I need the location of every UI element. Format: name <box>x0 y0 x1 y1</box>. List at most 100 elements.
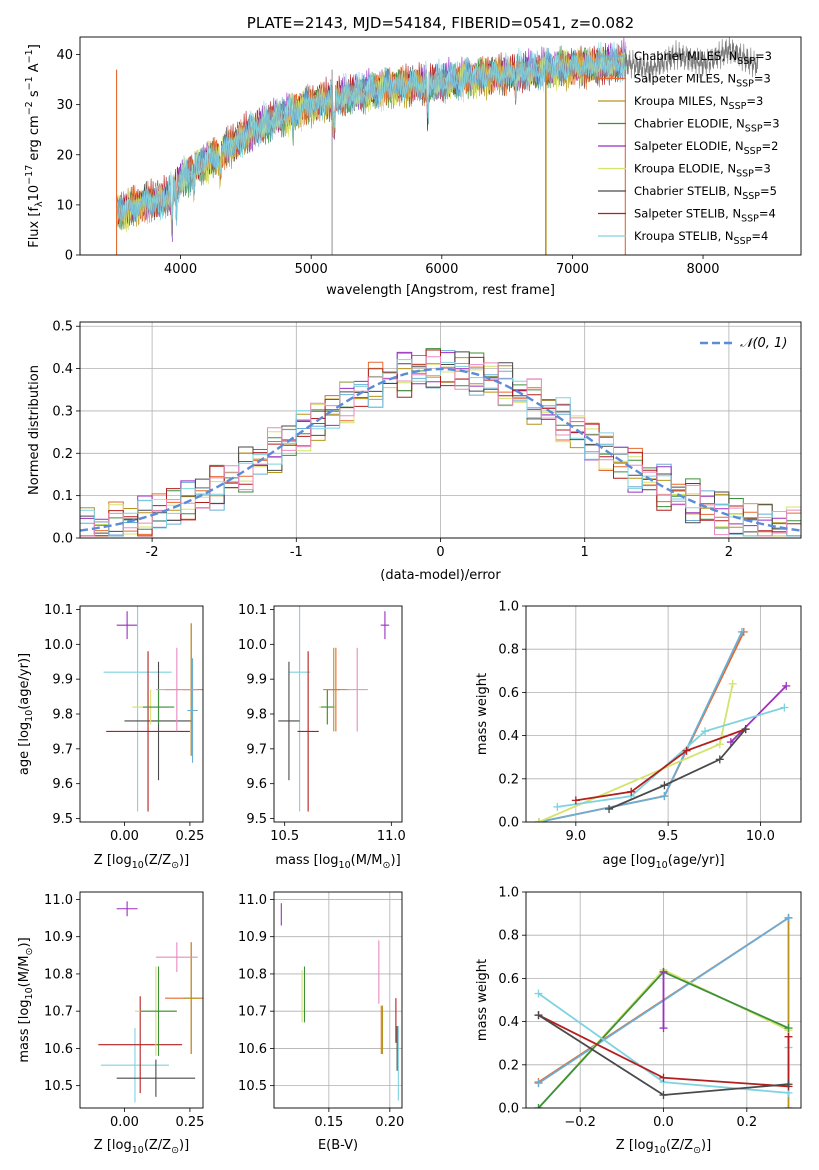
x-axis-label: E(B-V) <box>318 1138 358 1153</box>
label-part: ⊙ <box>24 948 35 956</box>
weight-series-line <box>575 728 746 802</box>
tick-label-y: 1.0 <box>498 886 519 901</box>
tick-label-x: -1 <box>290 545 303 560</box>
axes-residuals: -2 -1 0 1 2 0.0 0.1 0.2 0.3 0.4 0.5 <box>52 320 802 560</box>
label-part: SSP <box>729 101 747 112</box>
tick-label-y: 0.4 <box>498 729 519 744</box>
tick-label-y: 10.0 <box>44 638 73 653</box>
label-part: Salpeter ELODIE, N <box>634 139 744 153</box>
label-part: Salpeter MILES, N <box>634 72 736 86</box>
tick-label-y: 10.0 <box>238 638 267 653</box>
x-axis-label: Z [log10(Z/Z⊙)] <box>94 853 189 871</box>
axes-spine <box>79 321 802 539</box>
y-axis-label: mass weight <box>475 673 490 755</box>
axes-spine <box>273 891 403 1109</box>
axes-frame: 0.00 0.25 10.5 10.6 10.7 10.8 10.9 11.0 <box>44 891 204 1130</box>
tick-label-y: 10.8 <box>44 967 73 982</box>
label-part: =3 <box>755 49 772 63</box>
tick-label-x: 0.0 <box>653 1115 674 1130</box>
label-part: (Z/Z <box>666 1138 693 1153</box>
label-part: 10 <box>132 860 144 871</box>
weight-series-line <box>608 728 747 810</box>
label-part: SSP <box>745 124 763 135</box>
weight-series-line <box>730 685 787 743</box>
tick-label-x: 0 <box>436 545 444 560</box>
label-part: (age/yr)] <box>668 853 725 868</box>
tick-label-y: 0.0 <box>498 816 519 831</box>
axes-age-vs-Z: 0.00 0.25 9.5 9.6 9.7 9.8 9.9 10.0 10.1 <box>44 603 204 844</box>
axes-spine <box>273 605 403 823</box>
axes-spine <box>79 36 802 256</box>
legend-entry: Chabrier MILES, NSSP=3 <box>634 49 772 67</box>
label-part: −1 <box>24 49 35 63</box>
spectrum-line <box>116 41 627 239</box>
label-part: SSP <box>734 236 752 247</box>
tick-label-y: 9.7 <box>246 742 267 757</box>
tick-label-x: 4000 <box>164 262 197 277</box>
axes-frame: 0.15 0.20 10.5 10.6 10.7 10.8 10.9 11.0 <box>238 891 404 1130</box>
tick-label-x: 0.20 <box>375 1115 404 1130</box>
tick-label-x: 5000 <box>295 262 328 277</box>
tick-label-y: 40 <box>56 48 73 63</box>
axes-spine <box>525 605 802 823</box>
tick-label-x: -2 <box>146 545 159 560</box>
label-part: 10 <box>132 1145 144 1156</box>
label-part: Chabrier ELODIE, N <box>634 117 745 131</box>
label-part: 10 <box>27 185 42 202</box>
tick-label-x: 2 <box>725 545 733 560</box>
tick-label-x: 11.0 <box>377 829 406 844</box>
label-part: =3 <box>746 94 763 108</box>
label-part: SSP <box>744 146 762 157</box>
residual-histogram <box>80 359 801 538</box>
label-part: Salpeter STELIB, N <box>634 207 741 221</box>
tick-label-y: 0.8 <box>498 643 519 658</box>
label-part: Z [log <box>94 1138 132 1153</box>
axes-frame: −0.2 0.0 0.2 0.0 0.2 0.4 0.6 0.8 1.0 <box>498 886 802 1130</box>
plot-area <box>278 606 390 812</box>
label-part: 10 <box>656 860 668 871</box>
axes-mass-vs-Z: 0.00 0.25 10.5 10.6 10.7 10.8 10.9 11.0 <box>44 891 204 1130</box>
tick-label-y: 11.0 <box>238 893 267 908</box>
tick-label-y: 10 <box>56 198 73 213</box>
axes-frame: 10.5 11.0 9.5 9.6 9.7 9.8 9.9 10.0 10.1 <box>238 603 406 844</box>
label-part: −17 <box>24 165 35 185</box>
label-part: 10 <box>339 860 351 871</box>
legend-entry: Chabrier ELODIE, NSSP=3 <box>634 117 780 135</box>
tick-label-x: 8000 <box>686 262 719 277</box>
tick-label-x: 6000 <box>425 262 458 277</box>
label-part: SSP <box>737 56 755 67</box>
tick-label-x: 0.00 <box>110 1115 139 1130</box>
tick-label-x: 1 <box>581 545 589 560</box>
label-part: )] <box>701 1138 711 1153</box>
tick-label-y: 0.4 <box>52 362 73 377</box>
tick-label-y: 9.6 <box>246 777 267 792</box>
label-part: age [log <box>17 722 32 775</box>
tick-label-y: 10.6 <box>238 1042 267 1057</box>
label-part: ⊙ <box>171 1145 179 1156</box>
plot-area <box>280 903 399 1101</box>
tick-label-y: 9.7 <box>52 742 73 757</box>
label-part: mass [log <box>17 999 32 1062</box>
x-axis-label: mass [log10(M/M⊙)] <box>275 853 400 871</box>
tick-label-y: 10.8 <box>238 967 267 982</box>
tick-label-y: 10.1 <box>44 603 73 618</box>
label-part: erg cm <box>27 115 42 164</box>
tick-label-y: 0 <box>65 249 73 264</box>
tick-label-y: 10.6 <box>44 1042 73 1057</box>
tick-label-x: −0.2 <box>564 1115 596 1130</box>
label-part: Kroupa MILES, N <box>634 94 729 108</box>
label-part: )] <box>17 937 32 947</box>
label-part: Z [log <box>616 1138 654 1153</box>
label-part: ] <box>27 44 42 49</box>
residual-histogram <box>80 356 801 538</box>
label-part: A <box>27 63 42 76</box>
legend-entry: Salpeter ELODIE, NSSP=2 <box>634 139 778 157</box>
tick-label-y: 9.9 <box>246 673 267 688</box>
x-axis-label: Z [log10(Z/Z⊙)] <box>94 1138 189 1156</box>
tick-label-y: 11.0 <box>44 893 73 908</box>
label-part: age [log <box>602 853 655 868</box>
label-part: SSP <box>741 214 759 225</box>
tick-label-x: 7000 <box>556 262 589 277</box>
tick-label-y: 10.5 <box>44 1079 73 1094</box>
